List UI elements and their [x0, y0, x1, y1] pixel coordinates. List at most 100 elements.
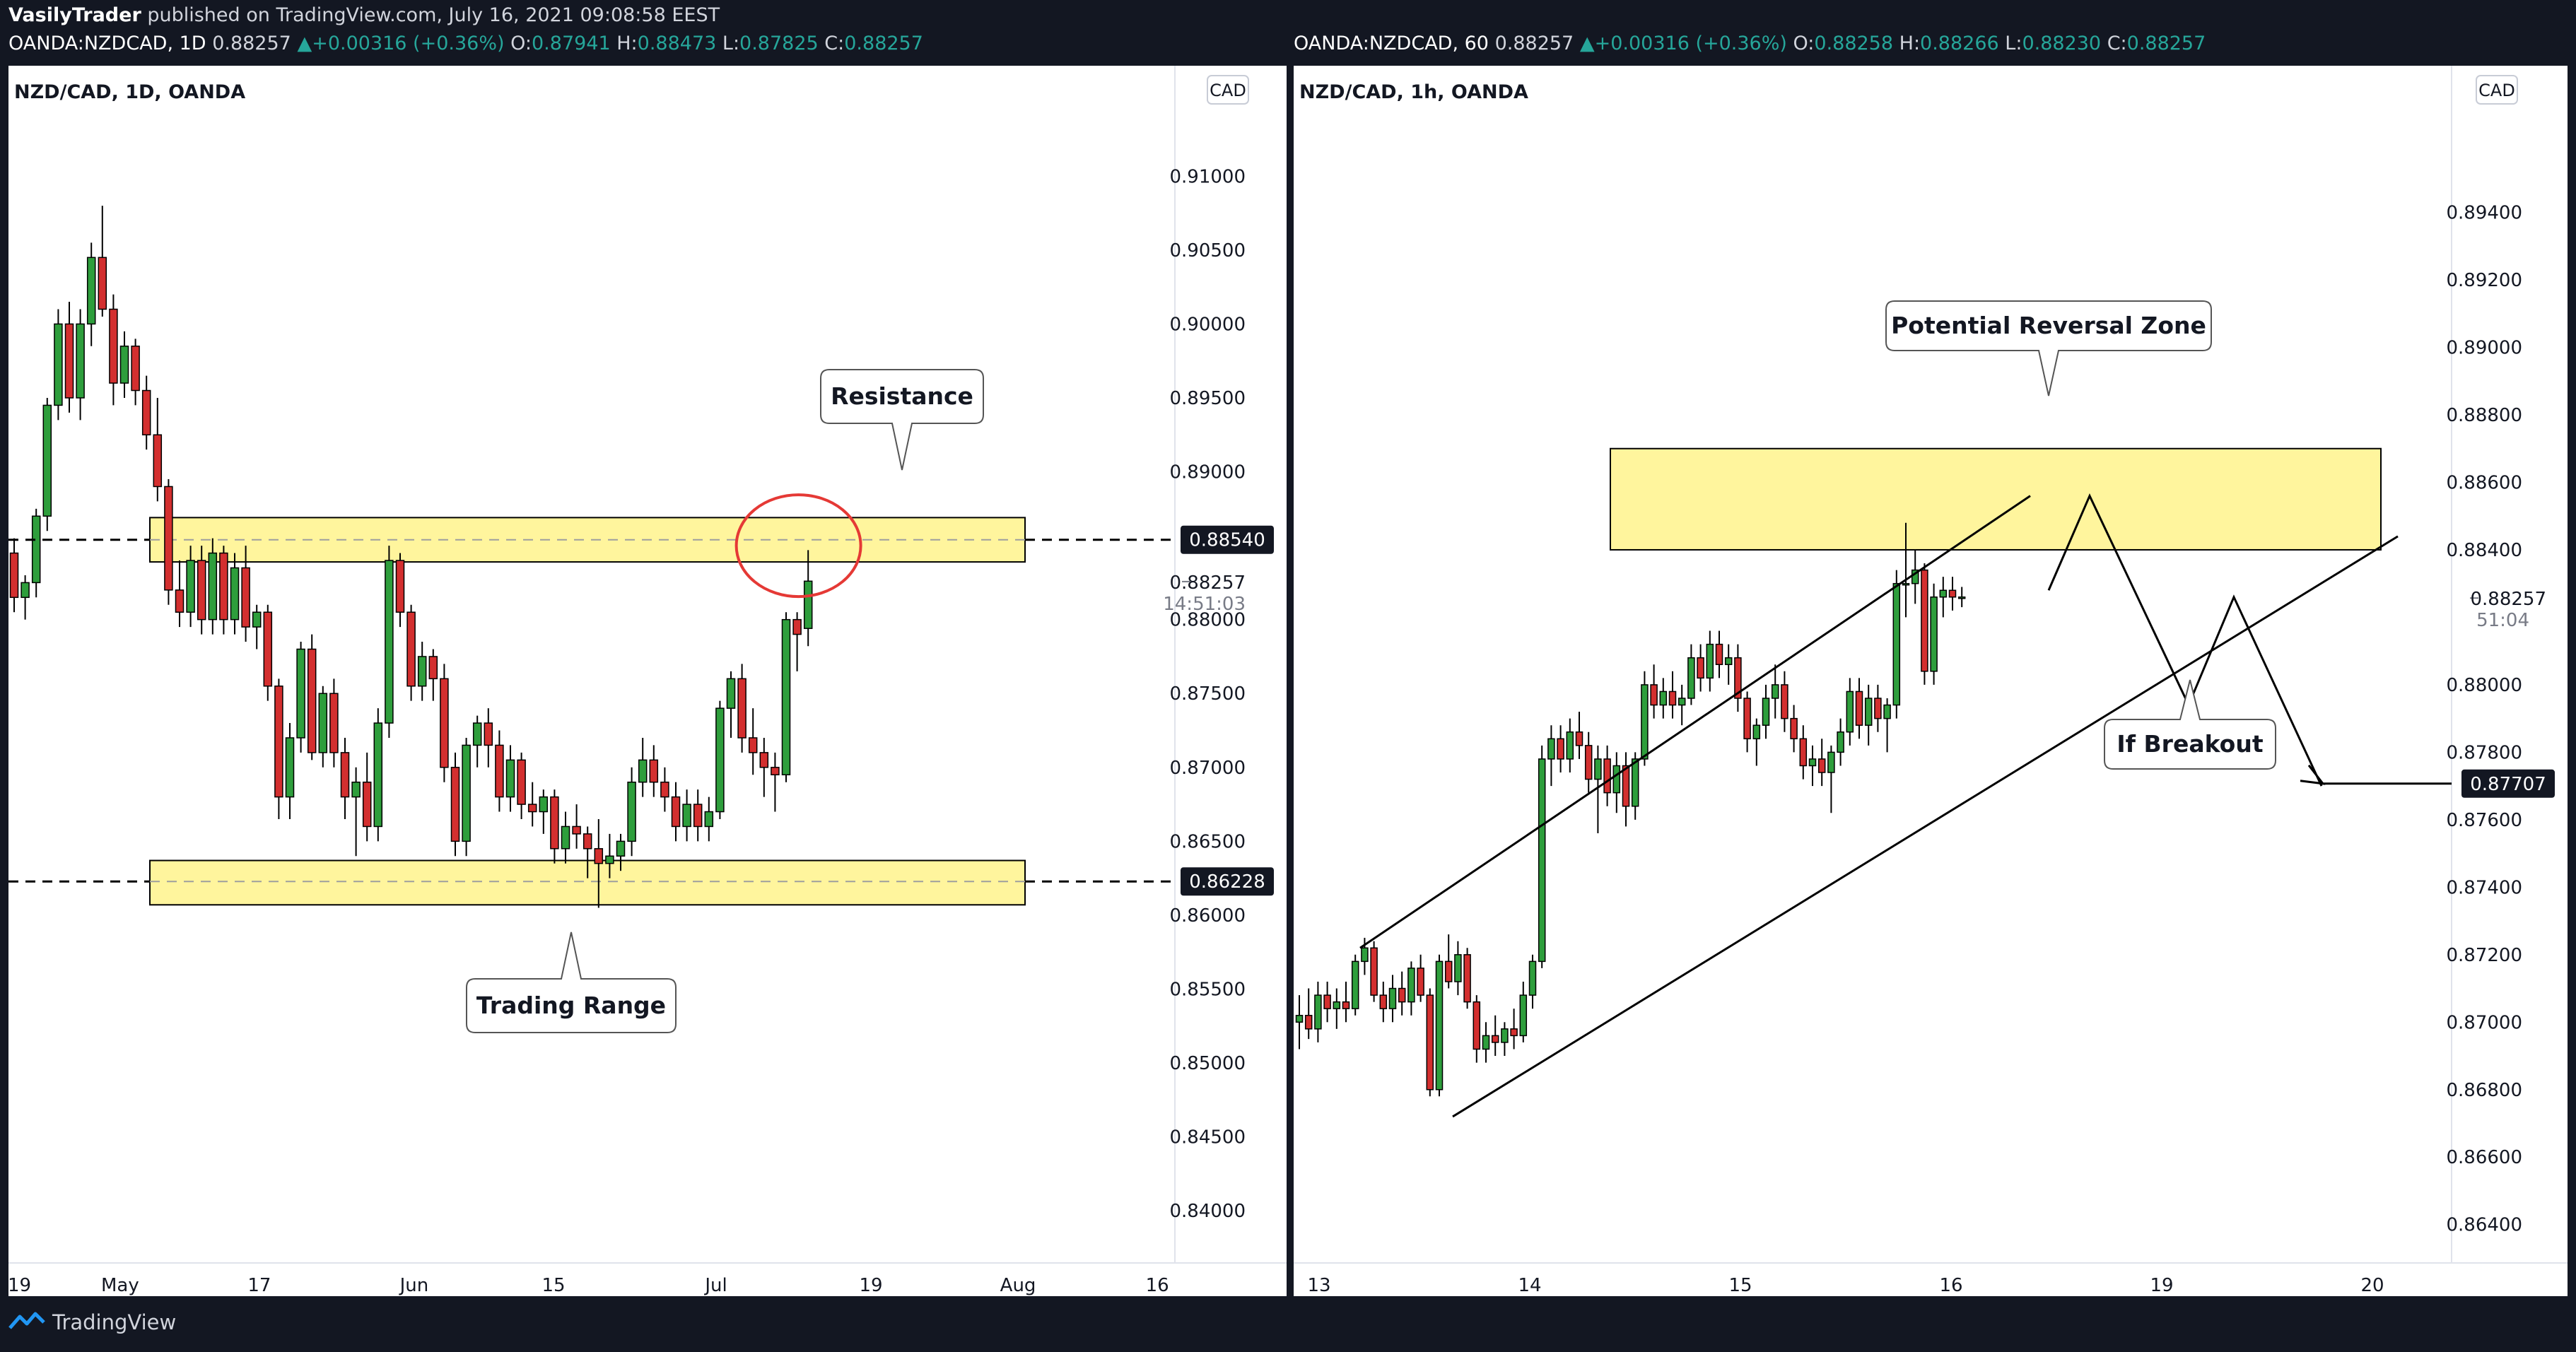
candle [31, 515, 41, 584]
candle [759, 752, 769, 768]
candle [550, 796, 559, 850]
candle [1781, 684, 1788, 719]
candle [1603, 758, 1611, 794]
candle [1808, 758, 1817, 767]
candle [1771, 684, 1779, 699]
price-tick-label: 0.88600 [2446, 472, 2522, 493]
price-tick-label: 0.87600 [2446, 810, 2522, 831]
chart-title: NZD/CAD, 1h, OANDA [1299, 81, 1528, 103]
resistance-circle [734, 493, 862, 599]
right-chart-panel[interactable]: NZD/CAD, 1h, OANDA CAD 0.89400 0.89200 0.890… [1294, 66, 2568, 1296]
left-chart-panel[interactable]: NZD/CAD, 1D, OANDA CAD 0.91000 0.90500 0.900… [8, 66, 1287, 1296]
candle [208, 552, 218, 621]
right-high: 0.88266 [1920, 33, 1999, 54]
candle [1892, 582, 1901, 706]
time-tick-label: 20 [2360, 1275, 2384, 1296]
currency-label: CAD [1210, 81, 1246, 100]
candle [1370, 947, 1378, 996]
candle [373, 722, 383, 828]
candle [1659, 690, 1668, 706]
price-tick-label: 0.89400 [2446, 203, 2522, 224]
candle [296, 648, 305, 739]
current-price-label: 0.88257 [2470, 589, 2546, 610]
candle [285, 737, 295, 798]
candle [1957, 596, 1966, 599]
tradingview-footer[interactable]: TradingView [8, 1306, 176, 1339]
publish-text: published on TradingView.com, July 16, 2… [141, 4, 720, 26]
right-price: 0.88257 [1494, 33, 1574, 54]
tradingview-logo-icon [8, 1307, 45, 1340]
right-open: 0.88258 [1814, 33, 1894, 54]
candle [362, 781, 372, 828]
currency-label: CAD [2478, 81, 2515, 100]
trading-range-callout-box [466, 931, 677, 1033]
candle [186, 560, 195, 613]
candle [693, 804, 703, 828]
candle [1566, 731, 1574, 760]
candle [263, 611, 273, 687]
price-tick-label: 0.89500 [1169, 388, 1246, 409]
candle [1435, 960, 1444, 1091]
candle [1622, 765, 1630, 807]
candle [1584, 745, 1593, 780]
candle [737, 678, 747, 739]
candle [472, 722, 482, 746]
hourly-candlestick-chart[interactable]: NZD/CAD, 1h, OANDA CAD 0.89400 0.89200 0.890… [1294, 66, 2568, 1296]
candle [1930, 596, 1938, 672]
currency-tag[interactable] [2476, 75, 2518, 105]
time-tick-label: 15 [1728, 1275, 1752, 1296]
candle [98, 257, 107, 310]
up-triangle-icon: ▲ [1579, 33, 1595, 54]
price-tick-label: 0.87000 [1169, 758, 1246, 779]
candle [64, 323, 74, 399]
candle [539, 796, 549, 813]
target-price-tag [2461, 769, 2555, 798]
candle [1939, 589, 1948, 598]
candle [1323, 994, 1331, 1009]
candle [1417, 968, 1424, 996]
time-tick-label: 14 [1518, 1275, 1541, 1296]
candle [1361, 947, 1369, 963]
candle [1388, 987, 1397, 1009]
countdown-label: 14:51:03 [1163, 594, 1246, 615]
candle [1641, 684, 1649, 760]
candle [153, 434, 163, 488]
candle [340, 752, 350, 798]
left-open: 0.87941 [532, 33, 611, 54]
candle [771, 767, 780, 775]
candle [594, 848, 604, 864]
chart-background [1294, 66, 2568, 1296]
candle [517, 759, 526, 805]
right-l-label: L: [2005, 33, 2022, 54]
currency-tag[interactable] [1207, 75, 1249, 105]
candle [616, 840, 626, 857]
price-tick-label: 0.90500 [1169, 240, 1246, 261]
candle [241, 567, 250, 628]
author-name[interactable]: VasilyTrader [8, 4, 141, 26]
candle [495, 744, 504, 798]
candle [649, 759, 659, 783]
price-tick-label: 0.84000 [1169, 1201, 1246, 1222]
candle [704, 811, 714, 828]
left-change: +0.00316 (+0.36%) [312, 33, 505, 54]
candle [1855, 690, 1863, 726]
candle [164, 486, 173, 591]
right-close: 0.88257 [2126, 33, 2206, 54]
candle [1752, 724, 1761, 740]
right-c-label: C: [2107, 33, 2127, 54]
candle [505, 759, 515, 798]
candle [86, 257, 96, 325]
chart-background [8, 66, 1287, 1296]
price-tick-label: 0.88800 [2446, 405, 2522, 426]
candle [484, 722, 493, 746]
candle [307, 648, 317, 753]
candle [1491, 1035, 1499, 1043]
reversal-zone-callout-box [1885, 300, 2212, 396]
price-tick-label: 0.87500 [1169, 683, 1246, 705]
candle [318, 693, 328, 753]
candle [682, 804, 691, 828]
candle [803, 580, 813, 629]
daily-candlestick-chart[interactable]: NZD/CAD, 1D, OANDA CAD 0.91000 0.90500 0.900… [8, 66, 1287, 1296]
candle [1817, 758, 1826, 773]
candle [1463, 954, 1471, 1003]
